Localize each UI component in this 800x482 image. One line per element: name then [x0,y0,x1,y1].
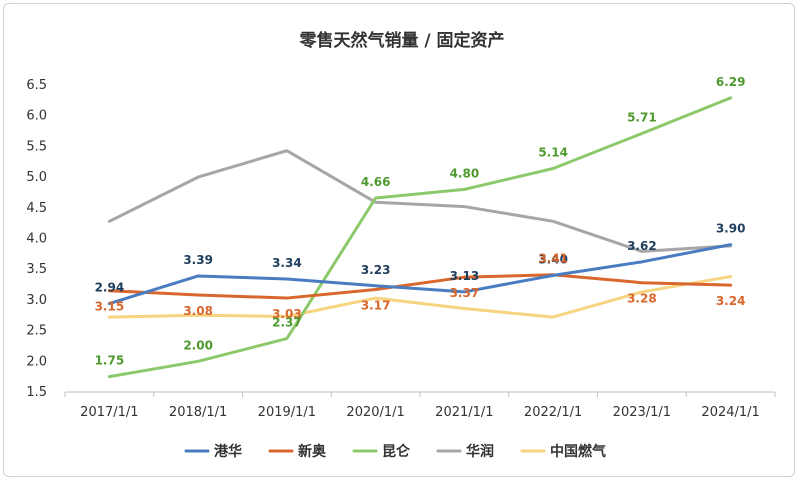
data-labels: 2.94 3.39 3.34 3.23 3.13 3.40 3.62 3.90 3.15 3.08… [95,75,746,368]
series-line [107,273,733,300]
x-tick-label: 2017/1/1 [80,405,138,420]
data-label: 2.37 [272,316,302,330]
y-tick-label: 5.5 [26,139,47,154]
y-tick-label: 2.0 [26,354,47,369]
y-tick-label: 3.5 [26,262,47,277]
data-label: 3.40 [538,252,568,266]
data-label: 3.34 [272,256,302,270]
legend-label: 港华 [214,443,242,460]
data-label: 5.71 [627,111,657,125]
series-line [107,275,733,319]
data-label: 4.66 [361,175,391,189]
data-label: 1.75 [95,354,125,368]
x-tick-label: 2024/1/1 [701,405,759,420]
series-lines [107,96,733,379]
data-label: 3.62 [627,239,657,253]
data-label: 3.39 [183,253,213,267]
chart-frame [3,3,795,477]
x-tick-label: 2021/1/1 [435,405,493,420]
legend-label: 中国燃气 [550,443,606,460]
x-tick-label: 2023/1/1 [613,405,671,420]
data-label: 3.28 [627,292,657,306]
x-tick-label: 2022/1/1 [524,405,582,420]
y-axis: 1.5 2.0 2.5 3.0 3.5 4.0 4.5 5.0 5.5 6.0 6.5 [26,78,47,400]
y-tick-label: 4.0 [26,232,47,247]
x-tick-label: 2019/1/1 [258,405,316,420]
data-label: 3.03 [272,307,302,321]
y-tick-label: 1.5 [26,385,47,400]
data-label: 3.41 [538,252,568,266]
x-tick-label: 2020/1/1 [346,405,404,420]
x-tick-label: 2018/1/1 [169,405,227,420]
data-label: 3.37 [450,286,480,300]
chart-title: 零售天然气销量 / 固定资产 [298,30,504,51]
data-label: 2.00 [183,338,213,352]
data-label: 5.14 [538,146,568,160]
data-label: 3.08 [183,304,213,318]
data-label: 2.94 [95,281,125,295]
legend-label: 昆仑 [382,443,411,460]
data-label: 3.90 [716,222,746,236]
y-tick-label: 2.5 [26,324,47,339]
legend-label: 华润 [466,443,494,460]
y-tick-label: 6.0 [26,109,47,124]
data-label: 3.13 [450,269,480,283]
legend: 港华 新奥 昆仑 华润 中国燃气 [184,443,606,460]
y-tick-label: 6.5 [26,78,47,93]
y-tick-label: 5.0 [26,170,47,185]
series-line [107,96,733,379]
series-line [107,243,733,306]
data-label: 3.23 [361,263,391,277]
y-tick-label: 3.0 [26,293,47,308]
data-label: 3.17 [361,298,391,312]
data-label: 4.80 [450,166,480,180]
data-label: 3.15 [95,300,125,314]
series-line [107,149,733,253]
x-axis: 2017/1/1 2018/1/1 2019/1/1 2020/1/1 2021/1/1… [64,391,776,420]
y-tick-label: 4.5 [26,201,47,216]
legend-label: 新奥 [298,443,327,460]
data-label: 3.24 [716,294,746,308]
data-label: 6.29 [716,75,746,89]
